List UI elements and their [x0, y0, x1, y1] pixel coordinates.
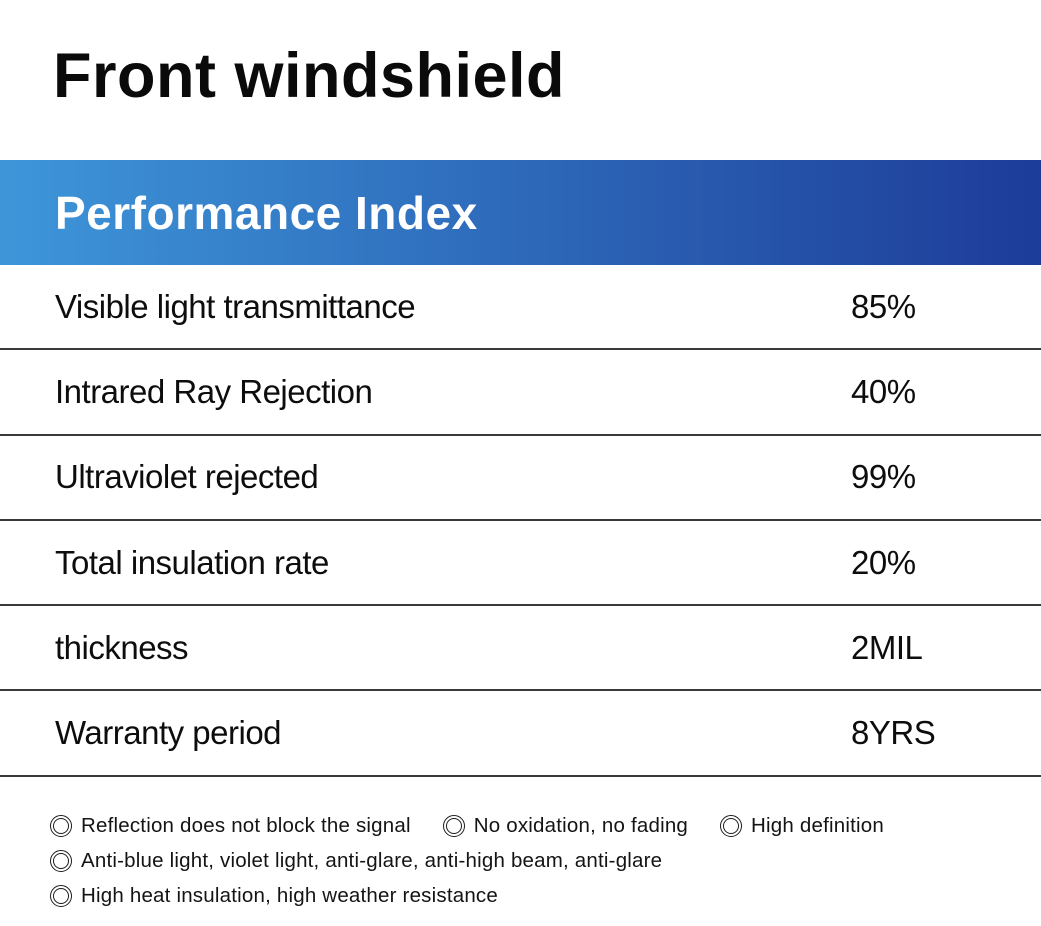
spec-value: 40%	[851, 372, 916, 410]
spec-table: Visible light transmittance 85% Intrared…	[0, 265, 1041, 777]
double-circle-icon	[50, 815, 72, 837]
spec-label: Ultraviolet rejected	[55, 458, 319, 496]
feature-label: High definition	[751, 814, 884, 837]
page-title: Front windshield	[53, 41, 565, 111]
spec-value: 20%	[851, 543, 916, 581]
feature-item: Anti-blue light, violet light, anti-glar…	[50, 849, 662, 873]
performance-index-banner: Performance Index	[0, 160, 1041, 265]
table-row: Visible light transmittance 85%	[0, 265, 1041, 351]
feature-label: Reflection does not block the signal	[81, 814, 411, 837]
double-circle-icon	[720, 815, 743, 837]
spec-value: 2MIL	[851, 628, 923, 666]
spec-value: 85%	[851, 287, 916, 325]
double-circle-icon	[442, 815, 465, 837]
table-row: thickness 2MIL	[0, 606, 1041, 692]
table-row: Total insulation rate 20%	[0, 521, 1041, 607]
spec-label: Intrared Ray Rejection	[55, 372, 373, 410]
feature-label: No oxidation, no fading	[473, 814, 689, 837]
feature-item: High definition	[720, 814, 884, 838]
feature-line: High heat insulation, high weather resis…	[50, 884, 1010, 908]
banner-title: Performance Index	[55, 186, 478, 239]
feature-line: Anti-blue light, violet light, anti-glar…	[50, 849, 1010, 873]
spec-label: Warranty period	[55, 714, 282, 752]
spec-value: 99%	[851, 458, 916, 496]
feature-item: No oxidation, no fading	[442, 814, 689, 838]
feature-list: Reflection does not block the signal No …	[50, 814, 1010, 919]
feature-line: Reflection does not block the signal No …	[50, 814, 1010, 838]
feature-item: Reflection does not block the signal	[50, 814, 411, 838]
table-row: Warranty period 8YRS	[0, 691, 1041, 777]
spec-label: thickness	[55, 628, 189, 666]
table-row: Ultraviolet rejected 99%	[0, 436, 1041, 521]
spec-label: Visible light transmittance	[55, 287, 416, 325]
double-circle-icon	[50, 885, 72, 907]
spec-label: Total insulation rate	[55, 543, 329, 581]
table-row: Intrared Ray Rejection 40%	[0, 350, 1041, 436]
feature-label: High heat insulation, high weather resis…	[81, 884, 498, 907]
spec-value: 8YRS	[851, 714, 936, 752]
double-circle-icon	[50, 850, 72, 872]
feature-item: High heat insulation, high weather resis…	[50, 884, 498, 908]
feature-label: Anti-blue light, violet light, anti-glar…	[81, 849, 663, 872]
